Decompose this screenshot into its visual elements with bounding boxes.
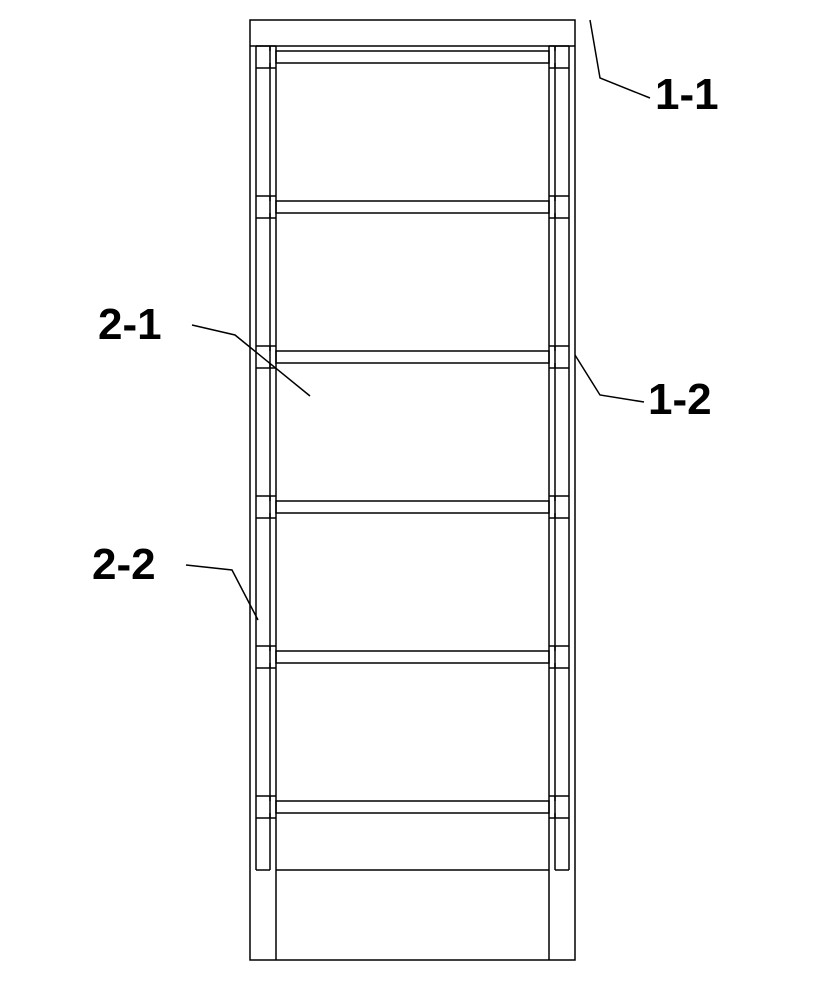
callout-label-2-1: 2-1 (98, 300, 162, 350)
diagram-container: 1-1 1-2 2-1 2-2 (0, 0, 819, 1000)
callout-label-1-2: 1-2 (648, 375, 712, 425)
technical-drawing-svg (0, 0, 819, 1000)
callout-label-1-1: 1-1 (655, 70, 719, 120)
callout-label-2-2: 2-2 (92, 540, 156, 590)
